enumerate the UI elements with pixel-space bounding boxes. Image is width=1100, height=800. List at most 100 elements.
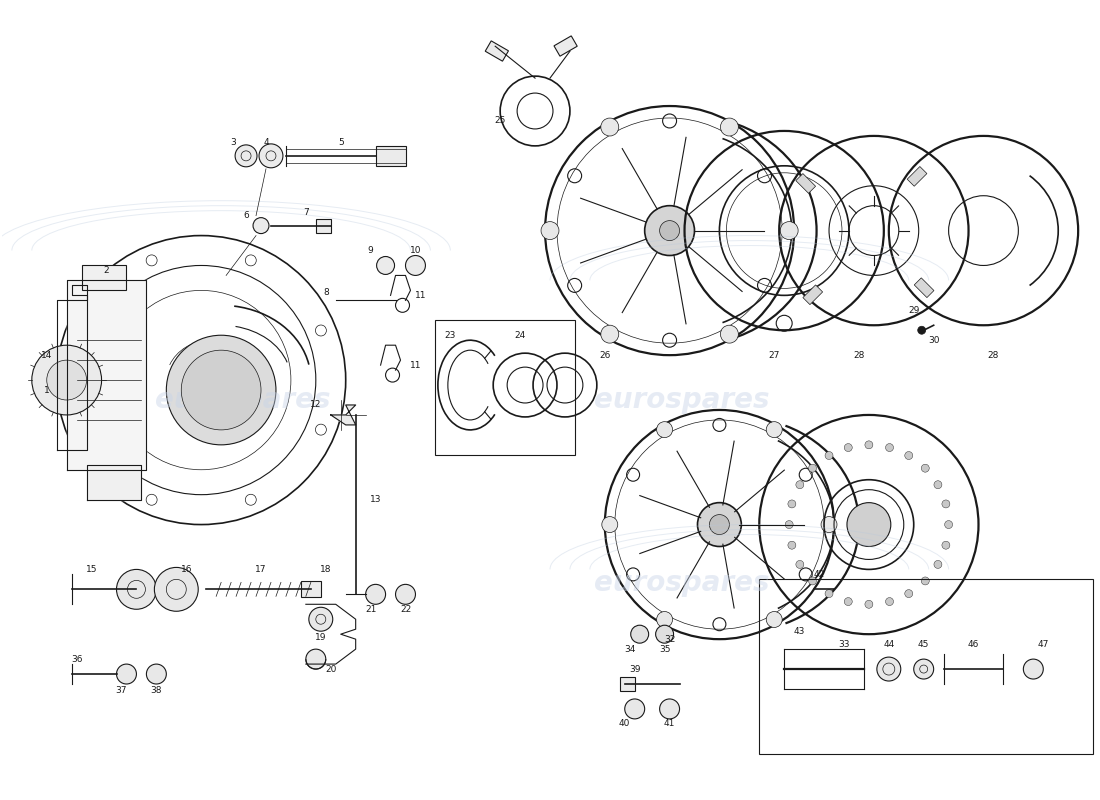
Circle shape (47, 360, 87, 400)
Text: 33: 33 (838, 640, 849, 649)
Circle shape (306, 649, 326, 669)
Circle shape (922, 464, 930, 472)
Text: eurospares: eurospares (155, 386, 331, 414)
Circle shape (780, 222, 799, 239)
Circle shape (117, 570, 156, 610)
Text: 4: 4 (263, 138, 268, 147)
Text: 6: 6 (243, 211, 249, 220)
Circle shape (146, 664, 166, 684)
Circle shape (625, 699, 645, 719)
Circle shape (710, 514, 729, 534)
Circle shape (630, 626, 649, 643)
Circle shape (886, 443, 893, 451)
Bar (914, 278, 934, 298)
Bar (759, 579, 1093, 754)
Circle shape (942, 542, 950, 549)
Bar (554, 36, 578, 56)
Text: 11: 11 (409, 361, 421, 370)
Text: 36: 36 (70, 654, 82, 663)
Bar (803, 285, 823, 305)
Bar (316, 218, 331, 233)
Circle shape (934, 561, 942, 569)
Circle shape (785, 521, 793, 529)
Text: 32: 32 (664, 634, 675, 644)
Circle shape (767, 611, 782, 627)
Text: 39: 39 (629, 665, 640, 674)
Polygon shape (331, 405, 355, 425)
Text: 18: 18 (320, 565, 331, 574)
Text: 26: 26 (600, 350, 610, 360)
Text: 41: 41 (664, 719, 675, 728)
Circle shape (657, 611, 672, 627)
Text: 10: 10 (409, 246, 421, 255)
Text: 16: 16 (180, 565, 192, 574)
Bar (301, 582, 321, 598)
Circle shape (376, 257, 395, 274)
Text: 1: 1 (44, 386, 50, 394)
Text: 42: 42 (813, 570, 825, 579)
Circle shape (825, 590, 833, 598)
Circle shape (253, 218, 270, 234)
Text: eurospares: eurospares (594, 570, 769, 598)
Bar (485, 41, 508, 61)
Circle shape (117, 664, 136, 684)
Text: 11: 11 (415, 291, 426, 300)
Text: 24: 24 (515, 330, 526, 340)
Circle shape (166, 335, 276, 445)
Circle shape (396, 584, 416, 604)
Circle shape (720, 118, 738, 136)
Text: 22: 22 (400, 605, 411, 614)
Circle shape (847, 502, 891, 546)
Text: 15: 15 (86, 565, 97, 574)
Text: 9: 9 (367, 246, 374, 255)
Circle shape (235, 145, 257, 167)
Circle shape (541, 222, 559, 239)
Text: 27: 27 (769, 350, 780, 360)
Circle shape (258, 144, 283, 168)
Circle shape (945, 521, 953, 529)
Text: 2: 2 (103, 266, 109, 275)
Circle shape (406, 255, 426, 275)
Text: 8: 8 (323, 288, 329, 297)
Bar (436, 320, 575, 455)
Circle shape (917, 326, 926, 334)
Text: 44: 44 (883, 640, 894, 649)
Circle shape (602, 517, 618, 533)
Circle shape (942, 500, 950, 508)
Polygon shape (67, 281, 146, 470)
Circle shape (905, 590, 913, 598)
Circle shape (660, 221, 680, 241)
Circle shape (845, 443, 853, 451)
Circle shape (788, 500, 796, 508)
Bar (795, 174, 815, 194)
Circle shape (601, 325, 619, 343)
Circle shape (865, 441, 873, 449)
Text: 20: 20 (326, 665, 337, 674)
Circle shape (914, 659, 934, 679)
Circle shape (697, 502, 741, 546)
Text: 3: 3 (230, 138, 236, 147)
Circle shape (645, 206, 694, 255)
Circle shape (796, 481, 804, 489)
Text: 37: 37 (116, 686, 128, 695)
Circle shape (788, 542, 796, 549)
Text: 43: 43 (793, 626, 805, 636)
Text: 17: 17 (255, 565, 267, 574)
Text: 46: 46 (968, 640, 979, 649)
Circle shape (845, 598, 853, 606)
Circle shape (182, 350, 261, 430)
Text: 34: 34 (624, 645, 636, 654)
Text: 23: 23 (444, 330, 456, 340)
Text: 29: 29 (908, 306, 920, 315)
Circle shape (877, 657, 901, 681)
Text: 38: 38 (151, 686, 162, 695)
Circle shape (922, 577, 930, 585)
Bar (619, 677, 635, 691)
Circle shape (905, 451, 913, 459)
Text: 28: 28 (854, 350, 865, 360)
Text: 21: 21 (365, 605, 376, 614)
Circle shape (865, 600, 873, 608)
Circle shape (934, 481, 942, 489)
Text: 19: 19 (315, 633, 327, 642)
Bar (375, 146, 406, 166)
